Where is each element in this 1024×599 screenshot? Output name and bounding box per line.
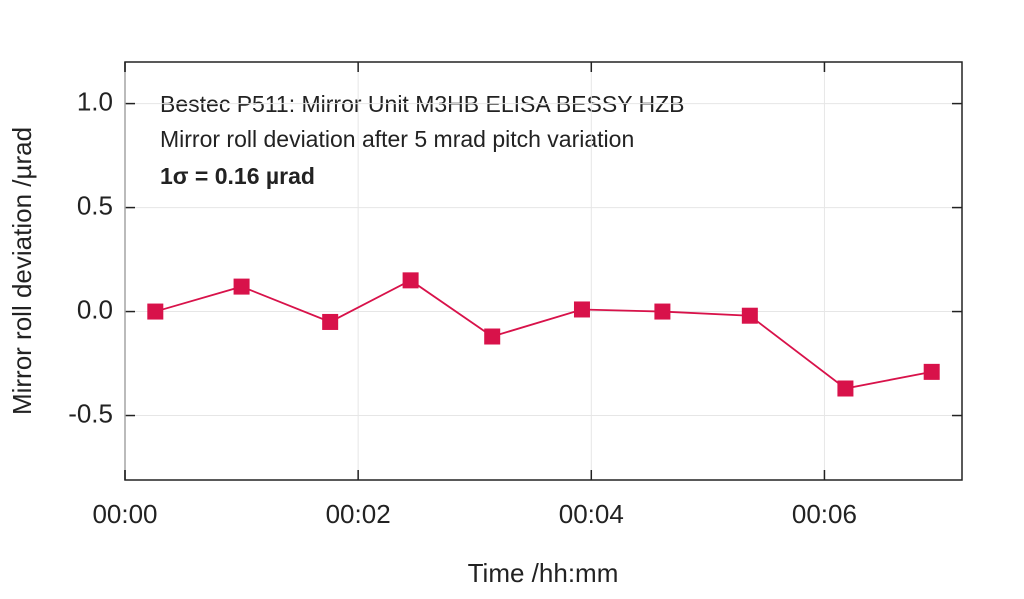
annotation: 1σ = 0.16 µrad xyxy=(160,163,315,189)
data-point xyxy=(654,303,671,320)
x-tick-label: 00:04 xyxy=(559,499,624,529)
annotation: Mirror roll deviation after 5 mrad pitch… xyxy=(160,126,634,152)
y-tick-label: 1.0 xyxy=(77,86,113,116)
data-point xyxy=(573,301,590,318)
data-point xyxy=(322,313,339,330)
y-axis-label: Mirror roll deviation /µrad xyxy=(7,127,37,415)
data-point xyxy=(402,272,419,289)
x-tick-label: 00:00 xyxy=(92,499,157,529)
data-point xyxy=(837,380,854,397)
series-line xyxy=(155,279,932,390)
x-axis-label: Time /hh:mm xyxy=(468,558,619,588)
plot-frame xyxy=(124,61,963,481)
data-point xyxy=(147,303,164,320)
data-point xyxy=(233,278,250,295)
y-tick-label: 0.0 xyxy=(77,294,113,324)
x-tick-label: 00:02 xyxy=(326,499,391,529)
data-point xyxy=(923,363,940,380)
y-tick-label: -0.5 xyxy=(68,398,113,428)
y-tick-label: 0.5 xyxy=(77,190,113,220)
data-point xyxy=(741,307,758,324)
data-point xyxy=(484,328,501,345)
x-tick-label: 00:06 xyxy=(792,499,857,529)
